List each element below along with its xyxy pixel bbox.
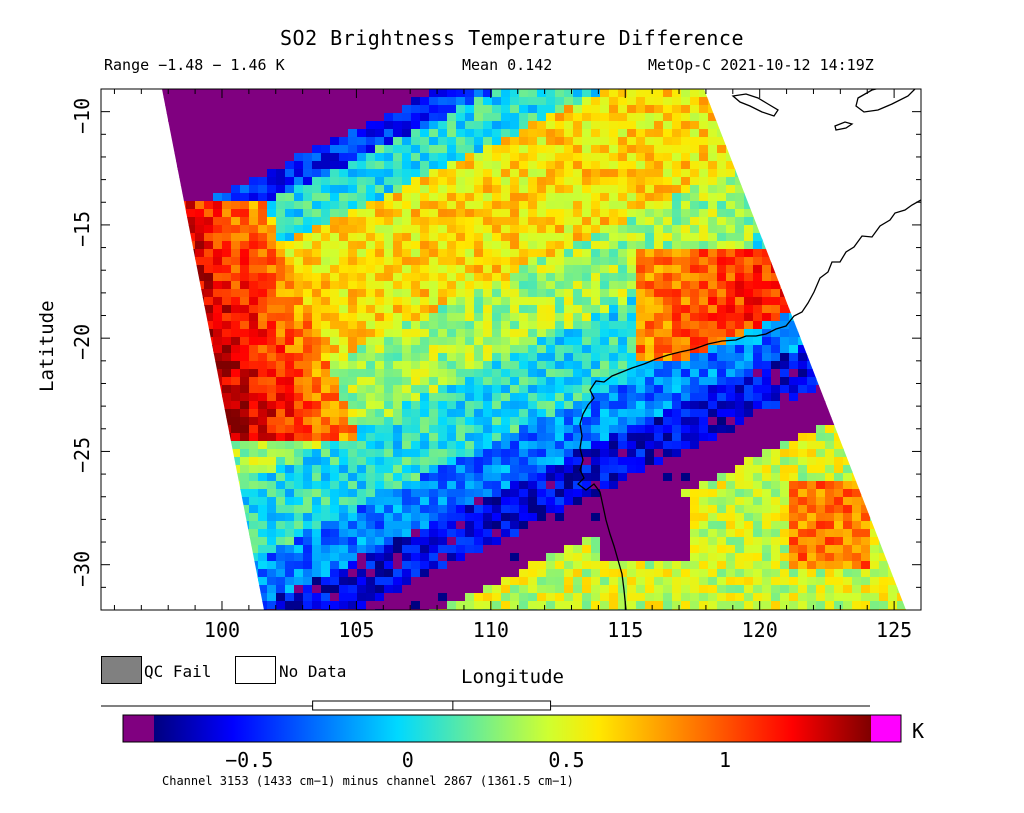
y-tick-label: −15 bbox=[70, 210, 94, 247]
x-tick-label: 110 bbox=[472, 618, 509, 642]
coastline-western-australia bbox=[577, 199, 921, 610]
brightness-temperature-swath bbox=[162, 89, 906, 610]
plot-title: SO2 Brightness Temperature Difference bbox=[279, 26, 745, 50]
satellite-time-label: MetOp-C 2021-10-12 14:19Z bbox=[648, 56, 874, 74]
y-tick-label: −30 bbox=[70, 550, 94, 587]
colorbar-tick-label: 0.5 bbox=[548, 748, 585, 772]
coastline-indonesia-island bbox=[731, 93, 779, 117]
y-tick-label: −20 bbox=[70, 324, 94, 361]
colorbar-unit: K bbox=[912, 719, 925, 743]
no-data-swatch bbox=[235, 656, 276, 684]
colorbar-caption: Channel 3153 (1433 cm−1) minus channel 2… bbox=[162, 774, 574, 788]
qc-fail-label: QC Fail bbox=[144, 662, 212, 681]
range-label: Range −1.48 − 1.46 K bbox=[104, 56, 285, 74]
x-axis-label: Longitude bbox=[461, 666, 564, 688]
colorbar-overflow bbox=[871, 715, 901, 742]
colorbar-underflow bbox=[123, 715, 154, 742]
qc-fail-swatch bbox=[101, 656, 142, 684]
y-tick-label: −25 bbox=[70, 437, 94, 474]
map-frame bbox=[100, 88, 922, 611]
no-data-label: No Data bbox=[279, 662, 347, 681]
colorbar-tick-label: 0 bbox=[401, 748, 414, 772]
mean-label: Mean 0.142 bbox=[462, 56, 553, 74]
x-tick-label: 105 bbox=[338, 618, 375, 642]
axis-ticks bbox=[101, 88, 922, 611]
colorbar-gradient bbox=[154, 715, 871, 742]
coastline-timor-island bbox=[855, 89, 916, 113]
x-tick-label: 120 bbox=[741, 618, 778, 642]
x-tick-label: 125 bbox=[876, 618, 913, 642]
x-tick-label: 100 bbox=[203, 618, 241, 642]
colorbar-frame bbox=[122, 714, 902, 743]
colorbar-tick-label: −0.5 bbox=[225, 748, 274, 772]
coastline bbox=[577, 89, 921, 610]
y-tick-label: −10 bbox=[70, 97, 94, 134]
stats-box bbox=[312, 700, 552, 711]
colorbar bbox=[101, 700, 902, 743]
colorbar-tick-label: 1 bbox=[719, 748, 732, 772]
y-axis-label: Latitude bbox=[36, 300, 58, 392]
x-tick-label: 115 bbox=[607, 618, 644, 642]
coastline-small-island bbox=[834, 121, 854, 131]
